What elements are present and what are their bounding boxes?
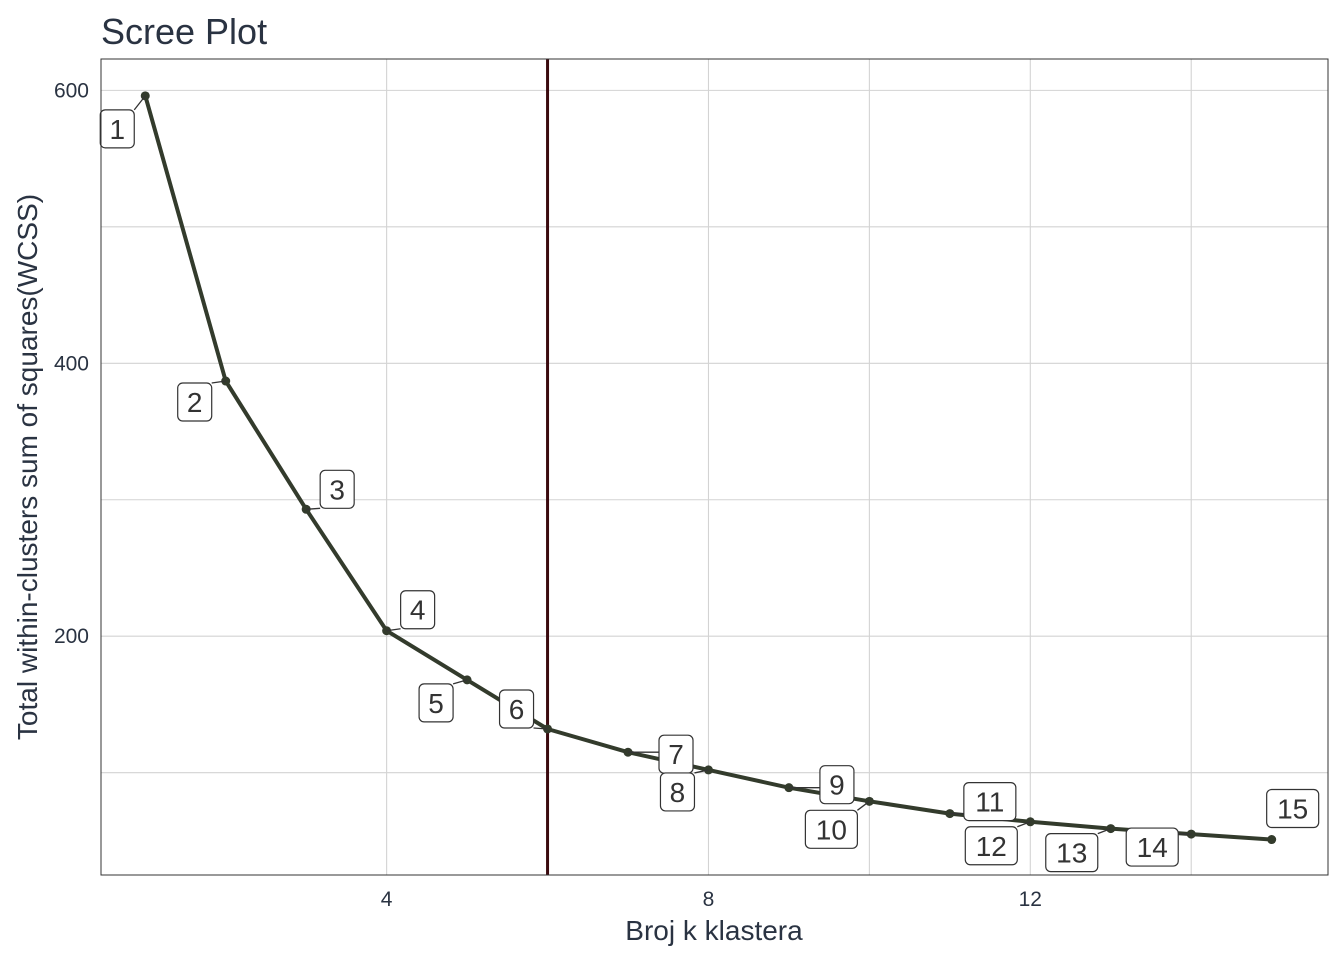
point-label: 9: [788, 765, 855, 805]
label-box: [804, 809, 858, 849]
chart-title: Scree Plot: [101, 11, 267, 52]
label-box: [964, 826, 1018, 866]
label-text: 2: [187, 387, 203, 418]
label-connector: [856, 800, 870, 811]
point-label: 4: [386, 590, 436, 632]
label-box: [319, 469, 355, 509]
label-connector: [452, 679, 468, 685]
label-text: 10: [816, 814, 847, 845]
y-tick-label: 400: [54, 352, 89, 375]
label-text: 3: [329, 474, 345, 505]
label-connector: [533, 727, 548, 730]
label-box: [963, 781, 1017, 822]
y-axis-title: Total within-clusters sum of squares(WCS…: [12, 194, 43, 740]
point-label: 6: [498, 689, 548, 730]
label-connector: [133, 95, 146, 111]
point-label: 3: [306, 469, 355, 510]
label-connector: [306, 507, 321, 510]
label-text: 15: [1277, 794, 1308, 825]
label-box: [1266, 788, 1320, 829]
x-tick-label: 8: [703, 888, 715, 911]
label-text: 8: [670, 777, 686, 808]
label-box: [498, 689, 535, 729]
label-text: 5: [428, 688, 444, 719]
data-point: [1267, 835, 1277, 845]
point-label: 12: [964, 821, 1031, 866]
label-connector: [386, 628, 401, 632]
label-text: 12: [976, 831, 1007, 862]
label-box: [99, 109, 135, 149]
x-axis-title: Broj k klastera: [625, 915, 803, 946]
data-point: [301, 504, 311, 514]
plot-panel-border: [100, 58, 1329, 876]
point-label: 2: [177, 380, 226, 422]
label-box: [177, 382, 213, 422]
point-label: 15: [1266, 788, 1320, 829]
label-text: 9: [829, 770, 845, 801]
label-connector: [694, 769, 709, 774]
x-tick-label: 4: [381, 888, 393, 911]
label-connector: [211, 380, 226, 384]
point-label: 14: [1125, 827, 1192, 867]
label-box: [418, 683, 454, 723]
label-box: [819, 765, 855, 805]
point-label: 5: [418, 679, 468, 723]
label-connector: [1097, 827, 1111, 835]
point-label: 7: [628, 734, 694, 774]
label-text: 6: [509, 694, 525, 725]
label-text: 1: [109, 114, 125, 145]
label-text: 13: [1056, 838, 1087, 869]
label-box: [659, 772, 696, 812]
label-box: [400, 590, 436, 630]
y-tick-label: 200: [54, 625, 89, 648]
label-box: [1045, 833, 1099, 873]
x-tick-label: 12: [1019, 888, 1042, 911]
point-label: 8: [659, 769, 709, 812]
label-text: 14: [1137, 832, 1168, 863]
label-connector: [1017, 821, 1031, 828]
grid: [101, 59, 1328, 875]
label-text: 11: [975, 787, 1004, 818]
label-box: [1125, 827, 1179, 867]
point-label: 11: [949, 781, 1017, 822]
point-label: 10: [804, 800, 870, 849]
point-label: 1: [99, 95, 146, 149]
y-tick-label: 600: [54, 79, 89, 102]
label-text: 4: [410, 595, 426, 626]
label-text: 7: [668, 739, 684, 770]
point-label: 13: [1045, 827, 1111, 873]
